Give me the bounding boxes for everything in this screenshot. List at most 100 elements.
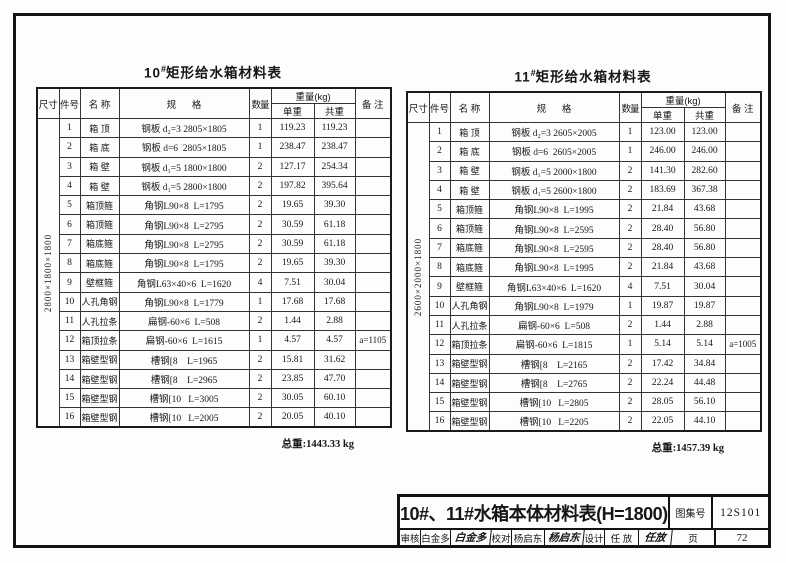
cell-qty: 1 bbox=[248, 330, 272, 351]
cell-spec: 槽钢[8 L=2165 bbox=[488, 353, 620, 374]
cell-unit: 17.42 bbox=[640, 353, 685, 374]
cell-qty: 2 bbox=[618, 218, 642, 239]
cell-name: 箱 壁 bbox=[79, 175, 120, 197]
cell-total: 44.10 bbox=[683, 411, 726, 432]
cell-spec: 钢板 d=6 2805×1805 bbox=[118, 137, 250, 158]
table-row: 6 箱顶箍 角钢L90×8 L=2595 2 28.40 56.80 bbox=[407, 218, 762, 239]
cell-unit: 28.40 bbox=[640, 218, 685, 239]
proofreader-label: 校对 bbox=[491, 530, 512, 545]
reviewer-label: 审核 bbox=[400, 530, 421, 545]
cell-qty: 2 bbox=[248, 349, 272, 370]
cell-qty: 1 bbox=[618, 121, 642, 143]
cell-total: 39.30 bbox=[313, 195, 356, 216]
cell-total: 123.00 bbox=[683, 121, 726, 143]
header-name: 名 称 bbox=[449, 91, 490, 123]
table-row: 5 箱顶箍 角钢L90×8 L=1795 2 19.65 39.30 bbox=[37, 195, 392, 216]
cell-unit: 197.82 bbox=[270, 175, 315, 197]
designer-signature: 任放 bbox=[638, 530, 673, 545]
cell-spec: 角钢L90×8 L=1795 bbox=[118, 253, 250, 274]
cell-note bbox=[724, 392, 762, 413]
cell-no: 5 bbox=[58, 195, 81, 216]
cell-unit: 119.23 bbox=[270, 117, 315, 139]
cell-spec: 钢板 d₂=3 2605×2005 bbox=[488, 121, 620, 143]
cell-name: 箱 底 bbox=[79, 137, 120, 158]
cell-qty: 2 bbox=[248, 195, 272, 216]
cell-note bbox=[724, 257, 762, 278]
cell-name: 箱顶拉条 bbox=[449, 334, 490, 355]
cell-qty: 1 bbox=[248, 117, 272, 139]
dimension-label: 2800×1800×1800 bbox=[43, 233, 54, 312]
cell-qty: 4 bbox=[248, 272, 272, 293]
cell-no: 9 bbox=[58, 272, 81, 293]
cell-no: 10 bbox=[428, 295, 451, 316]
header-name: 名 称 bbox=[79, 87, 120, 119]
cell-total: 44.48 bbox=[683, 372, 726, 394]
cell-total: 56.80 bbox=[683, 237, 726, 259]
cell-no: 7 bbox=[58, 233, 81, 255]
cell-qty: 2 bbox=[248, 214, 272, 235]
cell-spec: 扁钢-60×6 L=1815 bbox=[488, 334, 620, 355]
cell-unit: 1.44 bbox=[270, 310, 315, 332]
cell-spec: 角钢L90×8 L=2595 bbox=[488, 218, 620, 239]
table-row: 15 箱壁型钢 槽钢[10 L=3005 2 30.05 60.10 bbox=[37, 388, 392, 409]
atlas-number-value: 12S101 bbox=[711, 497, 768, 528]
material-table-11: 11#矩形给水箱材料表 尺寸 件号 名 称 规 格 数量 重量(kg) 备 注 … bbox=[406, 62, 762, 455]
cell-name: 箱 壁 bbox=[449, 179, 490, 201]
cell-spec: 角钢L90×8 L=1995 bbox=[488, 199, 620, 220]
table-row: 5 箱顶箍 角钢L90×8 L=1995 2 21.84 43.68 bbox=[407, 199, 762, 220]
cell-total: 246.00 bbox=[683, 141, 726, 162]
proofreader-signature: 杨启东 bbox=[544, 530, 585, 545]
cell-unit: 21.84 bbox=[640, 257, 685, 278]
table-row: 14 箱壁型钢 槽钢[8 L=2965 2 23.85 47.70 bbox=[37, 368, 392, 390]
cell-note bbox=[724, 411, 762, 432]
cell-spec: 槽钢[10 L=2205 bbox=[488, 411, 620, 432]
cell-name: 箱顶箍 bbox=[79, 214, 120, 235]
dimension-label: 2600×2000×1800 bbox=[413, 237, 424, 316]
cell-total: 367.38 bbox=[683, 179, 726, 201]
cell-qty: 1 bbox=[618, 295, 642, 316]
cell-spec: 槽钢[10 L=2805 bbox=[488, 392, 620, 413]
table-row: 15 箱壁型钢 槽钢[10 L=2805 2 28.05 56.10 bbox=[407, 392, 762, 413]
cell-name: 箱顶箍 bbox=[449, 199, 490, 220]
cell-unit: 5.14 bbox=[640, 334, 685, 355]
total-weight-11: 总重:1457.39 kg bbox=[651, 443, 724, 455]
cell-unit: 141.30 bbox=[640, 160, 685, 181]
cell-qty: 2 bbox=[618, 257, 642, 278]
cell-note bbox=[354, 117, 392, 139]
cell-note bbox=[724, 179, 762, 201]
cell-total: 30.04 bbox=[313, 272, 356, 293]
cell-no: 5 bbox=[428, 199, 451, 220]
table-row: 10 人孔角钢 角钢L90×8 L=1779 1 17.68 17.68 bbox=[37, 291, 392, 312]
cell-unit: 238.47 bbox=[270, 137, 315, 158]
cell-unit: 19.87 bbox=[640, 295, 685, 316]
cell-note bbox=[354, 137, 392, 158]
cell-qty: 2 bbox=[618, 372, 642, 394]
table-row: 12 箱顶拉条 扁钢-60×6 L=1615 1 4.57 4.57 a=1105 bbox=[37, 330, 392, 351]
cell-qty: 1 bbox=[618, 334, 642, 355]
cell-spec: 钢板 d₁=5 2600×1800 bbox=[488, 179, 620, 201]
title-text: 矩形给水箱材料表 bbox=[166, 65, 283, 81]
table-row: 7 箱底箍 角钢L90×8 L=2795 2 30.59 61.18 bbox=[37, 233, 392, 255]
cell-total: 254.34 bbox=[313, 156, 356, 177]
table-row: 16 箱壁型钢 槽钢[10 L=2205 2 22.05 44.10 bbox=[407, 411, 762, 432]
cell-no: 14 bbox=[58, 368, 81, 390]
cell-spec: 钢板 d=6 2605×2005 bbox=[488, 141, 620, 162]
table-row: 2800×1800×1800 1 箱 顶钢板 d₂=3 2805×1805 1 119.… bbox=[36, 117, 392, 428]
cell-name: 箱顶箍 bbox=[449, 218, 490, 239]
cell-spec: 钢板 d₁=5 2000×1800 bbox=[488, 160, 620, 181]
cell-name: 人孔角钢 bbox=[79, 291, 120, 312]
cell-name: 箱 底 bbox=[449, 141, 490, 162]
cell-unit: 127.17 bbox=[270, 156, 315, 177]
cell-total: 61.18 bbox=[313, 233, 356, 255]
cell-unit: 30.59 bbox=[270, 214, 315, 235]
cell-total: 43.68 bbox=[683, 199, 726, 220]
cell-note bbox=[354, 175, 392, 197]
cell-no: 8 bbox=[428, 257, 451, 278]
cell-no: 1 bbox=[428, 121, 451, 143]
cell-no: 2 bbox=[428, 141, 451, 162]
cell-spec: 角钢L90×8 L=2595 bbox=[488, 237, 620, 259]
